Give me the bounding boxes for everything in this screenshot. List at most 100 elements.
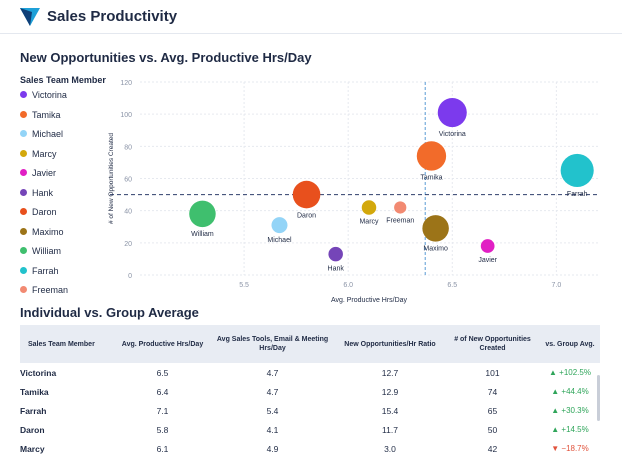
y-tick-label: 0	[128, 273, 132, 280]
legend-item[interactable]: Maximo	[20, 226, 115, 246]
cell-created: 50	[487, 424, 498, 435]
y-tick-label: 120	[120, 80, 132, 87]
table-row[interactable]: Tamika 6.4 4.7 12.9 74 ▲ +44.4%	[20, 382, 600, 401]
y-tick-label: 40	[124, 209, 132, 216]
point-label: Marcy	[359, 219, 379, 226]
table-row[interactable]: Daron 5.8 4.1 11.7 50 ▲ +14.5%	[20, 420, 600, 439]
y-tick-label: 60	[124, 177, 132, 184]
col-header-ratio[interactable]: New Opportunities/Hr Ratio	[344, 340, 436, 348]
legend-dot-icon	[20, 188, 27, 196]
bubble-point[interactable]	[560, 153, 594, 188]
x-tick-label: 6.5	[447, 282, 457, 289]
point-label: Farrah	[567, 191, 588, 198]
point-label: Tamika	[420, 175, 442, 182]
cell-tools-hrs: 5.4	[266, 405, 279, 416]
point-label: Hank	[328, 265, 345, 272]
cell-productive-hrs: 6.4	[156, 386, 169, 397]
x-tick-label: 7.0	[551, 282, 561, 289]
cell-tools-hrs: 4.7	[266, 386, 279, 397]
table-row[interactable]: Victorina 6.5 4.7 12.7 101 ▲ +102.5%	[20, 363, 600, 382]
col-header-member[interactable]: Sales Team Member	[28, 340, 95, 348]
col-header-tools-hrs[interactable]: Avg Sales Tools, Email & Meeting Hrs/Day	[216, 336, 329, 352]
cell-ratio: 12.7	[381, 367, 399, 378]
y-tick-label: 80	[124, 144, 132, 151]
cell-vs-group: ▲ +30.3%	[551, 406, 589, 415]
bubble-point[interactable]	[189, 200, 216, 228]
y-tick-label: 100	[120, 112, 132, 119]
bubble-point[interactable]	[328, 246, 343, 262]
legend-label: Farrah	[32, 265, 59, 276]
legend-dot-icon	[20, 286, 27, 293]
cell-member-name: Farrah	[20, 405, 47, 416]
cell-ratio: 3.0	[384, 443, 396, 454]
cell-tools-hrs: 4.7	[266, 367, 279, 378]
legend-label: Maximo	[32, 226, 64, 237]
point-label: Freeman	[386, 218, 414, 225]
bubble-point[interactable]	[416, 141, 447, 171]
bubble-point[interactable]	[422, 215, 449, 242]
cell-productive-hrs: 6.5	[156, 367, 169, 378]
bubble-point[interactable]	[394, 201, 407, 214]
cell-productive-hrs: 6.1	[156, 443, 169, 454]
app-header: Sales Productivity	[0, 0, 622, 34]
table-row[interactable]: Marcy 6.1 4.9 3.0 42 ▼ −18.7%	[20, 439, 600, 458]
table-section-title: Individual vs. Group Average	[20, 305, 199, 320]
bubble-point[interactable]	[292, 180, 321, 209]
legend-dot-icon	[20, 149, 27, 157]
cell-ratio: 12.9	[381, 386, 399, 397]
cell-vs-group: ▲ +14.5%	[551, 425, 589, 434]
cell-vs-group: ▲ +102.5%	[549, 368, 591, 377]
legend-label: Michael	[32, 129, 64, 139]
col-header-created[interactable]: # of New Opportunities Created	[454, 336, 531, 352]
point-label: William	[191, 231, 214, 238]
cell-tools-hrs: 4.1	[266, 424, 279, 435]
bubble-point[interactable]	[271, 217, 288, 234]
legend-dot-icon	[20, 247, 27, 254]
cell-member-name: Victorina	[20, 367, 57, 378]
app-logo-icon	[20, 8, 40, 26]
legend-item[interactable]: Tamika	[20, 109, 115, 129]
col-header-vs-group[interactable]: vs. Group Avg.	[545, 340, 595, 348]
legend-item[interactable]: Freeman	[20, 284, 115, 304]
point-label: Javier	[478, 257, 497, 264]
legend-item[interactable]: Marcy	[20, 148, 115, 168]
legend-item[interactable]: Daron	[20, 206, 115, 226]
legend-label: Victorina	[32, 90, 67, 100]
legend-label: Hank	[32, 187, 54, 198]
x-tick-label: 5.5	[239, 282, 249, 289]
bubble-chart: 0 20 40 60 80 100 120 5.5 6.0 6.5 7.0 Avg. Producti…	[108, 80, 600, 304]
legend-dot-icon	[20, 130, 27, 137]
legend-item[interactable]: Victorina	[20, 89, 115, 109]
cell-productive-hrs: 7.1	[156, 405, 169, 416]
legend-item[interactable]: Michael	[20, 128, 115, 148]
col-header-productive-hrs[interactable]: Avg. Productive Hrs/Day	[121, 340, 204, 348]
legend-dot-icon	[20, 208, 27, 215]
bubble-point[interactable]	[361, 200, 377, 215]
x-axis-label: Avg. Productive Hrs/Day	[331, 297, 408, 304]
table-scrollbar[interactable]	[597, 375, 600, 421]
legend-item[interactable]: Farrah	[20, 265, 115, 285]
cell-member-name: Marcy	[20, 443, 45, 454]
point-label: Michael	[267, 237, 292, 244]
legend-item[interactable]: William	[20, 245, 115, 265]
cell-member-name: Tamika	[20, 386, 49, 397]
legend-dot-icon	[20, 266, 27, 274]
legend-label: William	[32, 246, 61, 256]
bubble-point[interactable]	[480, 239, 495, 253]
legend-dot-icon	[20, 91, 27, 98]
legend-item[interactable]: Hank	[20, 187, 115, 207]
table-row[interactable]: Farrah 7.1 5.4 15.4 65 ▲ +30.3%	[20, 401, 600, 420]
legend-item[interactable]: Javier	[20, 167, 115, 187]
point-label: Maximo	[423, 246, 448, 253]
cell-tools-hrs: 4.9	[266, 443, 279, 454]
legend-label: Daron	[32, 207, 57, 217]
bubble-point[interactable]	[437, 98, 467, 128]
chart-section-title: New Opportunities vs. Avg. Productive Hr…	[20, 50, 312, 65]
cell-productive-hrs: 5.8	[156, 424, 169, 435]
cell-ratio: 15.4	[381, 405, 399, 416]
cell-vs-group: ▲ +44.4%	[551, 387, 589, 396]
legend-label: Marcy	[32, 148, 57, 159]
cell-member-name: Daron	[20, 424, 45, 435]
legend-dot-icon	[20, 227, 27, 235]
legend-title: Sales Team Member	[20, 75, 106, 85]
